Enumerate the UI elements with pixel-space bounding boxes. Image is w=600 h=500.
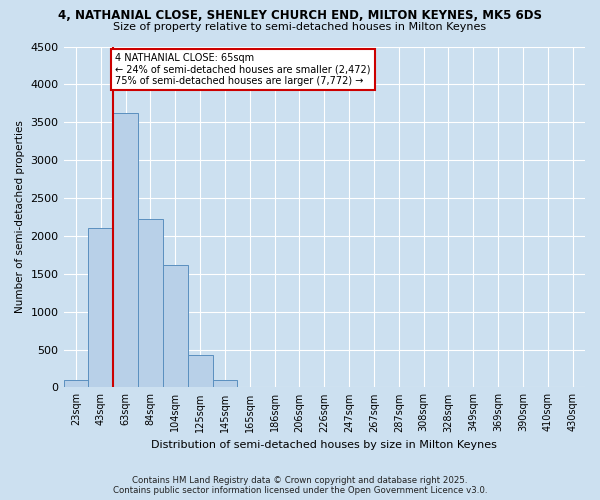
- Bar: [138, 219, 163, 388]
- Bar: [163, 264, 188, 388]
- Text: 4, NATHANIAL CLOSE, SHENLEY CHURCH END, MILTON KEYNES, MK5 6DS: 4, NATHANIAL CLOSE, SHENLEY CHURCH END, …: [58, 9, 542, 22]
- Bar: [113, 113, 138, 388]
- Bar: [64, 380, 88, 388]
- Bar: [212, 380, 238, 388]
- X-axis label: Distribution of semi-detached houses by size in Milton Keynes: Distribution of semi-detached houses by …: [151, 440, 497, 450]
- Y-axis label: Number of semi-detached properties: Number of semi-detached properties: [15, 120, 25, 314]
- Bar: [188, 355, 212, 388]
- Bar: [88, 228, 113, 388]
- Text: Size of property relative to semi-detached houses in Milton Keynes: Size of property relative to semi-detach…: [113, 22, 487, 32]
- Text: 4 NATHANIAL CLOSE: 65sqm
← 24% of semi-detached houses are smaller (2,472)
75% o: 4 NATHANIAL CLOSE: 65sqm ← 24% of semi-d…: [115, 52, 371, 86]
- Text: Contains HM Land Registry data © Crown copyright and database right 2025.
Contai: Contains HM Land Registry data © Crown c…: [113, 476, 487, 495]
